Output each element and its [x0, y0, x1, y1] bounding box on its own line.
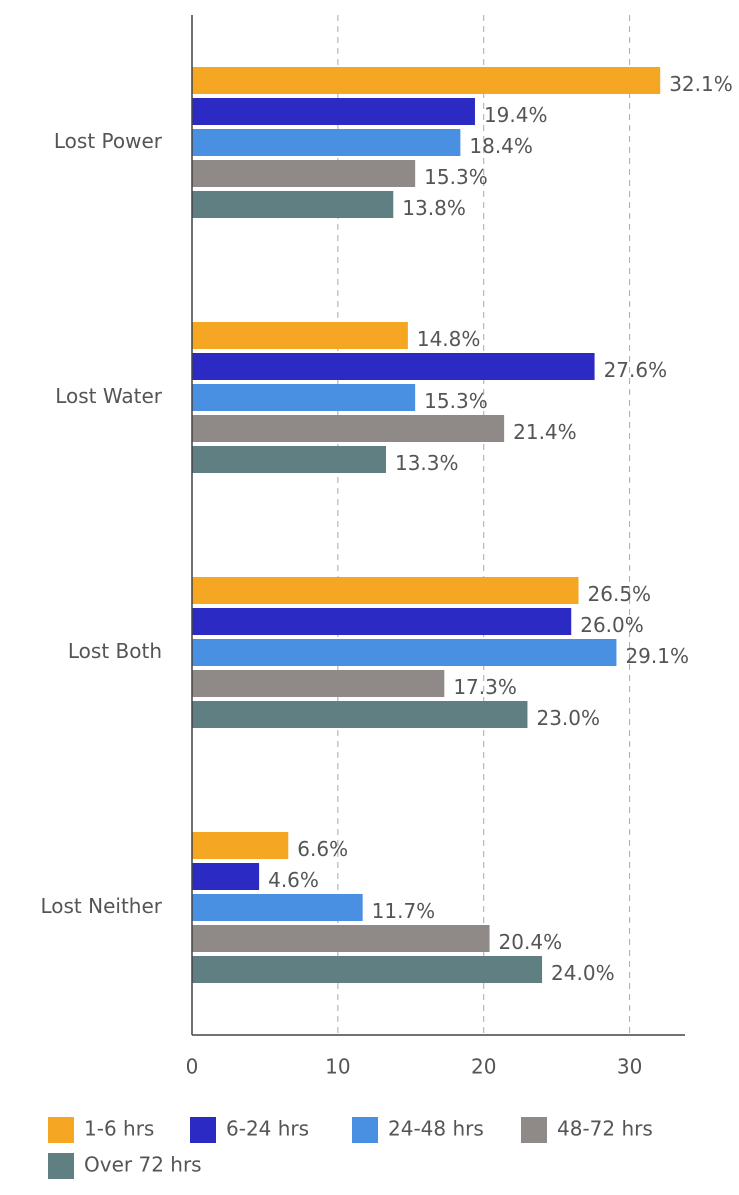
legend-swatch — [521, 1117, 547, 1143]
legend-label: 1-6 hrs — [84, 1117, 154, 1141]
legend-label: Over 72 hrs — [84, 1153, 202, 1177]
legend-swatch — [48, 1117, 74, 1143]
y-tick-label: Lost Power — [54, 129, 163, 153]
x-tick-label: 30 — [617, 1055, 642, 1079]
bar — [192, 956, 543, 983]
value-label: 27.6% — [604, 358, 668, 382]
bar — [192, 670, 445, 697]
bar — [192, 446, 386, 473]
x-tick-label: 10 — [325, 1055, 350, 1079]
bar — [192, 67, 661, 94]
legend-swatch — [190, 1117, 216, 1143]
bar — [192, 894, 363, 921]
bar — [192, 98, 475, 125]
bar — [192, 577, 579, 604]
y-tick-label: Lost Both — [68, 639, 162, 663]
legend-swatch — [352, 1117, 378, 1143]
y-tick-label: Lost Water — [55, 384, 163, 408]
bar — [192, 191, 394, 218]
bar — [192, 832, 289, 859]
value-label: 23.0% — [536, 706, 600, 730]
value-label: 14.8% — [417, 327, 481, 351]
value-label: 13.8% — [402, 196, 466, 220]
x-tick-label: 0 — [186, 1055, 199, 1079]
bar — [192, 160, 416, 187]
legend-label: 48-72 hrs — [557, 1117, 653, 1141]
bar — [192, 384, 416, 411]
value-label: 13.3% — [395, 451, 459, 475]
value-label: 26.5% — [588, 582, 652, 606]
x-tick-label: 20 — [471, 1055, 496, 1079]
bar — [192, 863, 260, 890]
bar — [192, 639, 617, 666]
value-label: 15.3% — [424, 389, 488, 413]
bar — [192, 322, 408, 349]
bar — [192, 353, 595, 380]
value-label: 32.1% — [669, 72, 733, 96]
bar — [192, 701, 528, 728]
legend-label: 6-24 hrs — [226, 1117, 309, 1141]
value-label: 15.3% — [424, 165, 488, 189]
value-label: 19.4% — [484, 103, 548, 127]
value-label: 17.3% — [453, 675, 517, 699]
value-label: 24.0% — [551, 961, 615, 985]
y-tick-label: Lost Neither — [40, 894, 162, 918]
bar — [192, 415, 505, 442]
bar — [192, 129, 461, 156]
bar — [192, 925, 490, 952]
value-label: 26.0% — [580, 613, 644, 637]
value-label: 11.7% — [372, 899, 436, 923]
value-label: 20.4% — [499, 930, 563, 954]
value-label: 4.6% — [268, 868, 319, 892]
legend-label: 24-48 hrs — [388, 1117, 484, 1141]
bar — [192, 608, 572, 635]
value-label: 21.4% — [513, 420, 577, 444]
value-label: 6.6% — [297, 837, 348, 861]
value-label: 29.1% — [625, 644, 689, 668]
value-label: 18.4% — [469, 134, 533, 158]
legend-swatch — [48, 1153, 74, 1179]
